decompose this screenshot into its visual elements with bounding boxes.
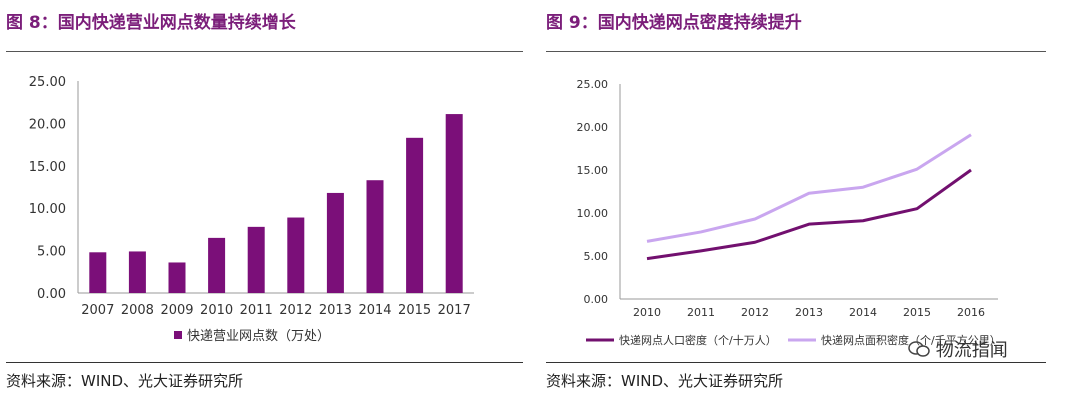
y-tick-label: 25.00 bbox=[29, 75, 66, 90]
right-source-note: 资料来源：WIND、光大证券研究所 bbox=[546, 372, 784, 390]
watermark-text: 物流指闻 bbox=[935, 340, 1008, 361]
y-tick-label: 15.00 bbox=[577, 164, 609, 177]
watermark: 物流指闻 bbox=[908, 336, 1008, 362]
bar-chart-panel: 图 8：国内快递营业网点数量持续增长 0.00 5.00 10.00 15.00 20.… bbox=[0, 0, 525, 400]
x-tick-label: 2014 bbox=[849, 306, 877, 319]
bar bbox=[366, 180, 384, 293]
x-tick-label: 2010 bbox=[200, 303, 233, 318]
bar-chart: 0.00 5.00 10.00 15.00 20.00 25.00 2007 2008 2009… bbox=[29, 75, 474, 344]
line-chart: 0.00 5.00 10.00 15.00 20.00 25.00 2010 2011 2012… bbox=[577, 78, 1001, 347]
bar bbox=[247, 226, 265, 293]
y-tick-label: 10.00 bbox=[577, 207, 609, 220]
source-rule bbox=[6, 362, 523, 363]
bar bbox=[89, 252, 107, 293]
figure-8-title: 图 8：国内快递营业网点数量持续增长 bbox=[6, 13, 296, 33]
x-tick-label: 2008 bbox=[121, 303, 154, 318]
series-line bbox=[646, 133, 972, 243]
x-tick-label: 2016 bbox=[957, 306, 985, 319]
bar bbox=[208, 237, 226, 293]
bar bbox=[287, 217, 305, 293]
x-tick-label: 2010 bbox=[633, 306, 661, 319]
x-tick-label: 2012 bbox=[741, 306, 769, 319]
y-tick-label: 25.00 bbox=[577, 78, 609, 91]
figure-9-title: 图 9：国内快递网点密度持续提升 bbox=[546, 13, 802, 33]
y-tick-label: 20.00 bbox=[577, 121, 609, 134]
y-tick-label: 5.00 bbox=[37, 245, 66, 260]
legend-label: 快递网点人口密度（个/十万人） bbox=[619, 333, 777, 347]
source-rule bbox=[546, 362, 1046, 363]
y-tick-label: 0.00 bbox=[37, 287, 66, 302]
y-tick-label: 5.00 bbox=[584, 250, 609, 263]
bar bbox=[406, 137, 424, 293]
x-tick-label: 2013 bbox=[319, 303, 352, 318]
title-rule bbox=[546, 51, 1046, 52]
x-tick-label: 2017 bbox=[438, 303, 471, 318]
left-source-note: 资料来源：WIND、光大证券研究所 bbox=[6, 372, 244, 390]
x-tick-label: 2015 bbox=[398, 303, 431, 318]
bar bbox=[128, 251, 146, 293]
x-tick-label: 2009 bbox=[160, 303, 193, 318]
wechat-icon bbox=[908, 341, 930, 357]
title-rule bbox=[6, 51, 523, 52]
x-tick-label: 2007 bbox=[81, 303, 114, 318]
x-tick-label: 2015 bbox=[903, 306, 931, 319]
x-tick-label: 2014 bbox=[358, 303, 391, 318]
y-tick-label: 0.00 bbox=[584, 293, 609, 306]
x-tick-label: 2012 bbox=[279, 303, 312, 318]
x-tick-label: 2011 bbox=[687, 306, 715, 319]
line-chart-panel: 图 9：国内快递网点密度持续提升 0.00 5.00 10.00 15.00 20.00… bbox=[540, 0, 1079, 400]
bar bbox=[168, 262, 186, 293]
y-tick-label: 20.00 bbox=[29, 117, 66, 132]
x-tick-label: 2011 bbox=[240, 303, 273, 318]
x-tick-label: 2013 bbox=[795, 306, 823, 319]
y-tick-label: 10.00 bbox=[29, 202, 66, 217]
series-line bbox=[646, 168, 972, 261]
bar bbox=[326, 192, 344, 293]
legend-label: 快递网点面积密度（个/千平方公里） bbox=[821, 333, 1001, 347]
bar bbox=[445, 114, 463, 294]
legend-swatch bbox=[174, 331, 182, 339]
y-tick-label: 15.00 bbox=[29, 160, 66, 175]
legend-label: 快递营业网点数（万处） bbox=[187, 329, 330, 344]
